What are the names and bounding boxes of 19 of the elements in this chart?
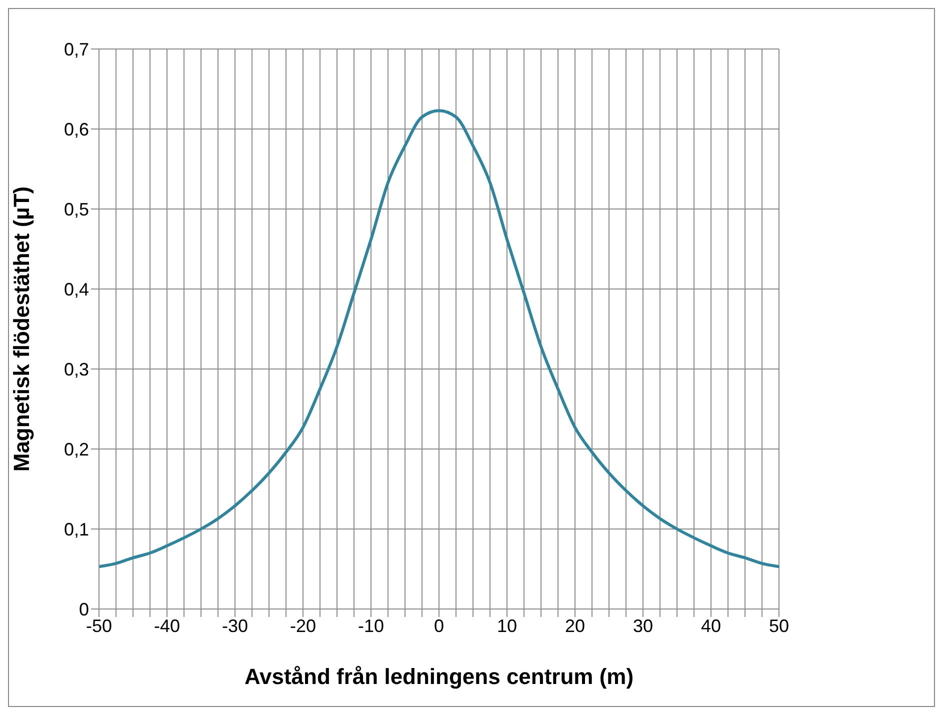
x-axis-title: Avstånd från ledningens centrum (m) [244,664,634,689]
y-tick-label: 0,5 [64,199,89,220]
x-tick-label: 10 [496,616,518,636]
y-tick-label: 0,4 [64,279,89,300]
x-tick-label: 0 [434,616,444,636]
y-tick-label: 0,3 [64,359,89,380]
x-tick-label: -30 [222,616,248,636]
y-tick-label: 0,2 [64,439,89,460]
x-tick-label: -20 [290,616,316,636]
x-tick-label: 20 [564,616,586,636]
x-tick-label: 40 [700,616,722,636]
x-tick-label: 50 [768,616,790,636]
y-tick-label: 0,1 [64,519,89,540]
y-axis-title: Magnetisk flödestäthet (µT) [8,186,34,472]
y-tick-label: 0,7 [64,39,89,60]
y-tick-label: 0,6 [64,119,89,140]
x-tick-label: -10 [358,616,384,636]
x-tick-label: 30 [632,616,654,636]
x-tick-label: -40 [154,616,180,636]
